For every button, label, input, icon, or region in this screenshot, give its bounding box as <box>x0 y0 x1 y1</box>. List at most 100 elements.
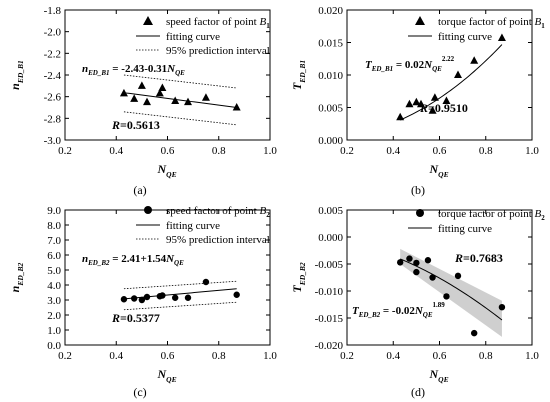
y-tick-label: 9.0 <box>47 205 61 217</box>
data-point-circle <box>130 295 138 302</box>
data-point-circle <box>470 329 478 337</box>
equation-lhs: T <box>352 305 360 317</box>
data-point-triangle <box>119 88 128 97</box>
legend-point-symbol: B <box>259 16 266 28</box>
y-axis-title-main: T <box>290 82 304 90</box>
y-tick-label: -0.020 <box>315 340 344 352</box>
data-point-circle <box>184 294 192 301</box>
x-tick-label: 0.4 <box>386 350 400 362</box>
data-point-triangle <box>155 88 164 97</box>
panel-c: 0.2 0.4 0.6 0.8 1.0 0.0 1.0 2.0 3.0 4.0 5.0 6.0 7.0 8… <box>8 205 277 399</box>
equation-var-sub: QE <box>423 311 433 319</box>
panel-label: (d) <box>411 385 425 399</box>
y-tick-label: 0.010 <box>318 70 343 82</box>
legend-point-subscript: 1 <box>541 22 545 30</box>
prediction-lower <box>123 111 237 126</box>
legend-band-label: 95% prediction interval <box>166 234 270 246</box>
x-tick-label: 1.0 <box>525 145 539 157</box>
x-tick-label: 0.6 <box>161 145 175 157</box>
x-tick-label: 1.0 <box>525 350 539 362</box>
plot-frame <box>346 9 533 141</box>
panel-b: 0.2 0.4 0.6 0.8 1.0 0.000 0.005 0.010 0.015 0.020… <box>290 5 545 197</box>
x-axis-title: NQE <box>429 162 449 179</box>
y-tick-label: -0.010 <box>315 286 344 298</box>
y-tick-label: 0.000 <box>318 135 343 147</box>
fitting-curve <box>399 258 503 321</box>
fit-equation: nED_B1 = -2.43-0.31NQE <box>82 63 185 77</box>
y-tick-label: 1.0 <box>47 325 61 337</box>
legend-point-text: speed factor of point <box>166 205 259 217</box>
fitting-curve <box>123 92 237 108</box>
x-axis-title-main: N <box>157 367 168 381</box>
legend-marker <box>143 16 153 25</box>
y-axis-title-main: T <box>290 285 304 293</box>
r-symbol: R <box>111 311 120 325</box>
data-point-circle <box>424 257 432 264</box>
data-point-triangle <box>158 83 167 91</box>
data-point-circle <box>202 278 210 286</box>
data-point-circle <box>233 291 240 298</box>
equation-var: N <box>165 253 175 265</box>
data-point-triangle <box>171 96 180 104</box>
equation-exponent: 2.22 <box>442 55 455 63</box>
data-point-triangle <box>470 56 479 64</box>
x-tick-label: 0.8 <box>212 350 226 362</box>
data-point-circle <box>413 268 420 276</box>
prediction-upper <box>123 74 237 89</box>
data-point-triangle <box>428 106 437 114</box>
panel-label: (a) <box>133 183 146 197</box>
y-tick-label: 0.005 <box>318 205 343 217</box>
legend-point-symbol: B <box>535 208 542 220</box>
y-tick-label: -2.6 <box>44 92 62 104</box>
x-tick-label: 1.0 <box>263 145 277 157</box>
equation-lhs: n <box>82 253 88 265</box>
data-point-triangle <box>201 93 210 101</box>
data-point-circle <box>454 272 462 280</box>
x-tick-label: 0.4 <box>109 350 123 362</box>
data-point-circle <box>120 296 128 303</box>
y-tick-label: 0.005 <box>318 103 343 115</box>
legend-band-label: 95% prediction interval <box>166 45 270 57</box>
y-tick-label: 6.0 <box>47 250 61 262</box>
legend-fit-label: fitting curve <box>438 31 492 43</box>
y-tick-label: 8.0 <box>47 220 61 232</box>
equation-lhs-sub: ED_B1 <box>371 65 393 73</box>
y-tick-label: 0.0 <box>47 340 61 352</box>
data-point-triangle <box>405 99 414 108</box>
y-tick-label: -0.015 <box>315 313 344 325</box>
legend-fit-label: fitting curve <box>166 220 220 232</box>
x-axis-title-sub: QE <box>166 375 176 384</box>
data-point-triangle <box>137 81 146 89</box>
legend-point-text: torque factor of point <box>438 208 535 220</box>
x-tick-label: 0.6 <box>433 350 447 362</box>
x-axis-title-main: N <box>429 367 440 381</box>
y-tick-label: 0.015 <box>318 38 343 50</box>
legend-marker <box>416 209 424 217</box>
equation-rhs: = 0.02 <box>393 59 425 71</box>
data-point-circle <box>429 274 436 281</box>
legend-marker <box>415 16 425 25</box>
equation-var: N <box>423 59 433 71</box>
x-axis-title-main: N <box>429 162 440 176</box>
equation-exponent: 1.89 <box>433 301 446 309</box>
equation-var-sub: QE <box>174 259 184 267</box>
prediction-upper <box>123 280 237 290</box>
x-tick-label: 0.2 <box>58 350 72 362</box>
panel-label: (b) <box>411 183 425 197</box>
legend-marker <box>144 206 152 214</box>
data-point-circle <box>143 293 151 301</box>
equation-var: N <box>414 305 424 317</box>
data-point-triangle <box>412 97 421 106</box>
data-point-triangle <box>417 99 425 108</box>
r-symbol: R <box>111 118 120 132</box>
data-point-circle <box>406 255 413 262</box>
legend-point-subscript: 1 <box>266 22 270 30</box>
x-axis-title: NQE <box>429 367 449 384</box>
legend-point-label: speed factor of point B2 <box>166 205 270 219</box>
r-value: R=0.9510 <box>419 101 468 115</box>
y-axis-title-main: n <box>8 83 22 90</box>
data-point-triangle <box>497 33 506 41</box>
y-axis-title: nED_B2 <box>8 262 25 292</box>
data-point-triangle <box>130 94 139 102</box>
y-axis-title: TED_B2 <box>290 262 307 293</box>
